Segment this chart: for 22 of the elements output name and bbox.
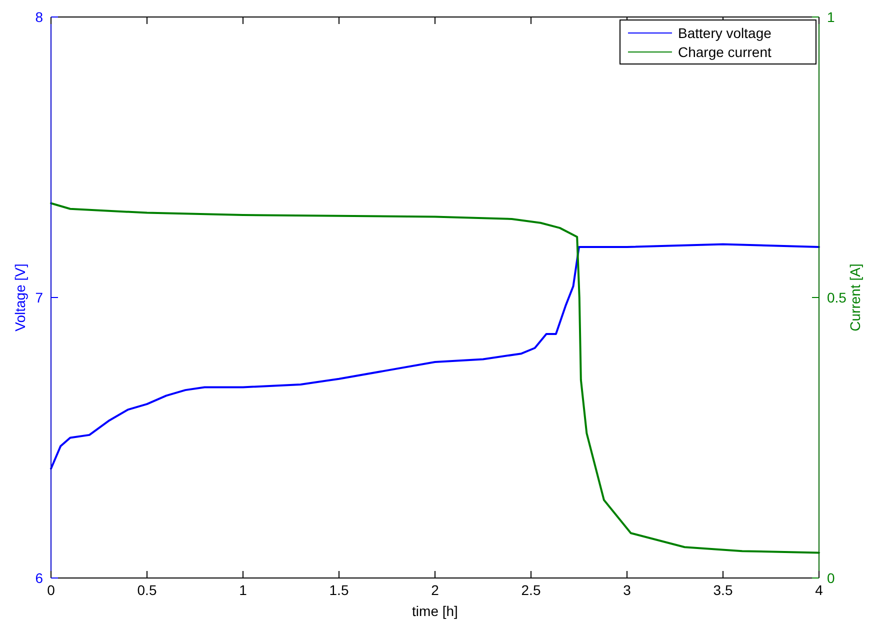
- x-tick-label: 3.5: [713, 582, 733, 598]
- y2-axis-title: Current [A]: [847, 264, 863, 332]
- legend-label: Charge current: [678, 44, 772, 60]
- x-tick-label: 4: [815, 582, 824, 598]
- x-tick-label: 2: [431, 582, 440, 598]
- line-series: [50, 202, 820, 554]
- legend-label: Battery voltage: [678, 25, 772, 41]
- x-tick-label: 3: [623, 582, 632, 598]
- y2-tick-label: 1: [827, 9, 835, 25]
- line-series: [50, 243, 820, 470]
- x-tick-label: 0: [47, 582, 56, 598]
- x-axis-title: time [h]: [412, 603, 458, 619]
- y-tick-label: 6: [35, 570, 44, 586]
- y-axis-title: Voltage [V]: [12, 264, 28, 332]
- y-tick-label: 8: [35, 9, 44, 25]
- y2-tick-label: 0: [827, 570, 835, 586]
- x-tick-label: 1.5: [329, 582, 349, 598]
- y-tick-label: 7: [35, 290, 44, 306]
- x-tick-label: 0.5: [137, 582, 157, 598]
- x-tick-label: 1: [239, 582, 248, 598]
- y2-tick-label: 0.5: [827, 290, 847, 306]
- x-tick-label: 2.5: [521, 582, 541, 598]
